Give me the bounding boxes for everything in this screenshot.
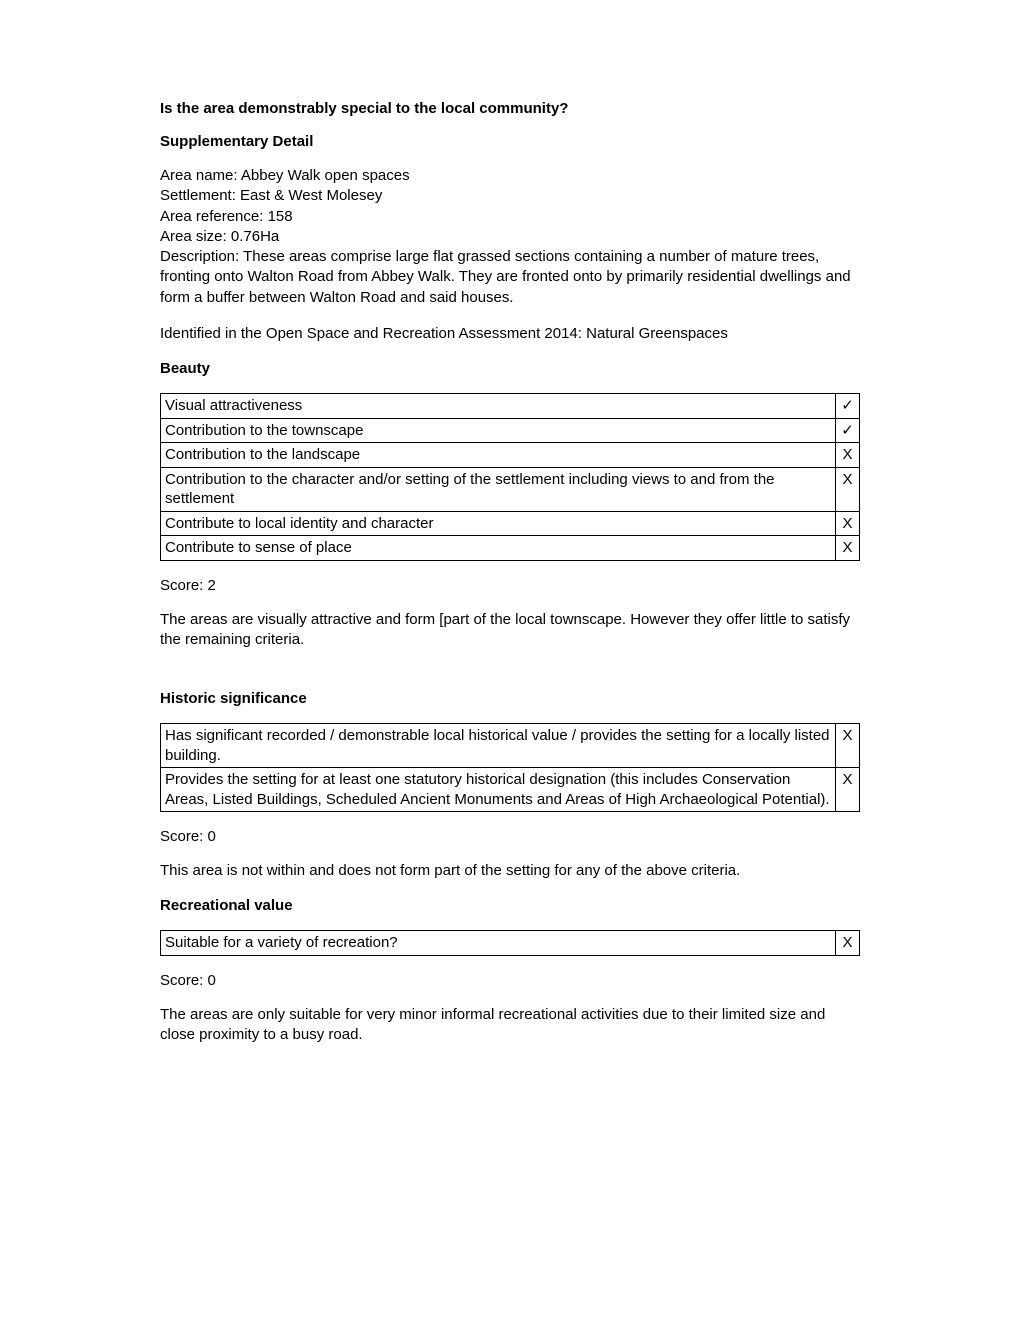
table-row: Provides the setting for at least one st… [161,768,860,812]
area-name-value: Abbey Walk open spaces [241,167,410,184]
page-title: Is the area demonstrably special to the … [160,100,860,117]
historic-commentary: This area is not within and does not for… [160,861,860,881]
area-name-label: Area name: [160,167,241,184]
criteria-cell: Contribution to the townscape [161,418,836,443]
area-size-label: Area size: [160,228,231,245]
supplementary-heading: Supplementary Detail [160,133,860,150]
table-row: Contribution to the townscape✓ [161,418,860,443]
recreational-score: Score: 0 [160,972,860,989]
beauty-commentary: The areas are visually attractive and fo… [160,610,860,651]
beauty-heading: Beauty [160,360,860,377]
historic-heading: Historic significance [160,690,860,707]
criteria-cell: Has significant recorded / demonstrable … [161,724,836,768]
area-size-value: 0.76Ha [231,228,279,245]
recreational-heading: Recreational value [160,897,860,914]
recreational-commentary: The areas are only suitable for very min… [160,1005,860,1046]
area-ref-label: Area reference: [160,208,268,225]
criteria-cell: Contribution to the character and/or set… [161,467,836,511]
mark-cell: ✓ [836,394,860,419]
beauty-score: Score: 2 [160,577,860,594]
criteria-cell: Provides the setting for at least one st… [161,768,836,812]
mark-cell: X [836,931,860,956]
description-label: Description: [160,248,243,265]
criteria-cell: Suitable for a variety of recreation? [161,931,836,956]
mark-cell: ✓ [836,418,860,443]
table-row: Contribute to sense of placeX [161,536,860,561]
table-row: Suitable for a variety of recreation?X [161,931,860,956]
mark-cell: X [836,536,860,561]
criteria-cell: Visual attractiveness [161,394,836,419]
recreational-table: Suitable for a variety of recreation?X [160,930,860,956]
mark-cell: X [836,768,860,812]
area-ref-value: 158 [268,208,293,225]
mark-cell: X [836,724,860,768]
table-row: Contribute to local identity and charact… [161,511,860,536]
mark-cell: X [836,467,860,511]
historic-score: Score: 0 [160,828,860,845]
settlement-label: Settlement: [160,187,240,204]
description-value: These areas comprise large flat grassed … [160,248,851,306]
mark-cell: X [836,443,860,468]
table-row: Contribution to the character and/or set… [161,467,860,511]
criteria-cell: Contribute to local identity and charact… [161,511,836,536]
criteria-cell: Contribute to sense of place [161,536,836,561]
table-row: Has significant recorded / demonstrable … [161,724,860,768]
table-row: Contribution to the landscapeX [161,443,860,468]
supplementary-details: Area name: Abbey Walk open spaces Settle… [160,166,860,308]
mark-cell: X [836,511,860,536]
beauty-table: Visual attractiveness✓ Contribution to t… [160,393,860,561]
identified-text: Identified in the Open Space and Recreat… [160,324,860,344]
settlement-value: East & West Molesey [240,187,382,204]
criteria-cell: Contribution to the landscape [161,443,836,468]
historic-table: Has significant recorded / demonstrable … [160,723,860,812]
table-row: Visual attractiveness✓ [161,394,860,419]
